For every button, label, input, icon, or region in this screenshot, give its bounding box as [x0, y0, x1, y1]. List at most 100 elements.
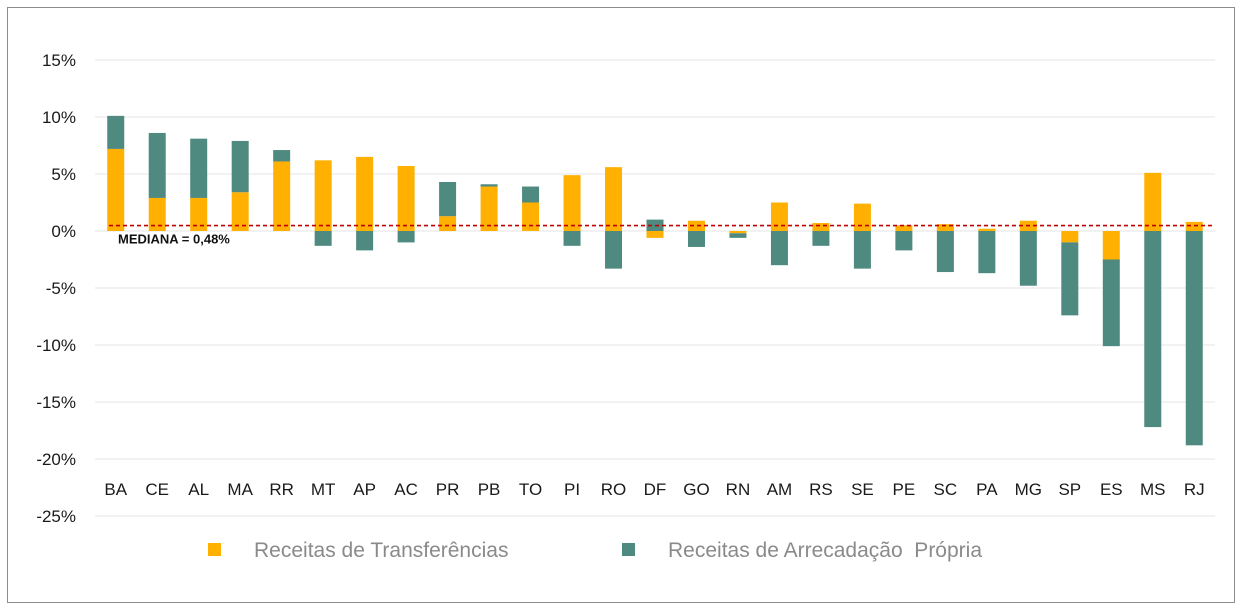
- bar-rs-series-2: [812, 231, 830, 246]
- bar-rj-series-2: [1185, 231, 1203, 446]
- y-axis: -25% -20% -15% -10% -5% 0% 5% 10% 15%: [36, 51, 76, 526]
- bar-ce-series-2: [148, 132, 166, 198]
- bar-es-series-1: [1102, 231, 1120, 260]
- x-tick-label: RR: [269, 480, 294, 499]
- bar-pi-series-2: [563, 231, 581, 246]
- bar-ro-series-1: [605, 167, 623, 231]
- bar-sp-series-1: [1061, 231, 1079, 243]
- x-tick-label: SC: [934, 480, 958, 499]
- x-tick-label: SE: [851, 480, 874, 499]
- x-tick-label: TO: [519, 480, 542, 499]
- bar-ap-series-1: [356, 156, 374, 231]
- bar-rr-series-1: [273, 161, 291, 231]
- x-tick-label: SP: [1058, 480, 1081, 499]
- bar-pi-series-1: [563, 175, 581, 231]
- legend-label-series-1: Receitas de Transferências: [254, 539, 508, 562]
- x-tick-label: AP: [353, 480, 376, 499]
- bar-pb-series-1: [480, 186, 498, 231]
- bar-pa-series-2: [978, 231, 996, 274]
- bar-ma-series-2: [231, 140, 249, 193]
- bar-al-series-2: [190, 138, 208, 198]
- y-tick-label: 5%: [51, 165, 76, 184]
- x-tick-label: RO: [601, 480, 627, 499]
- x-tick-label: RN: [726, 480, 751, 499]
- median-group: MEDIANA = 0,48%: [109, 224, 1215, 247]
- bar-se-series-1: [853, 203, 871, 231]
- legend: Receitas de Transferências Receitas de Ar…: [208, 539, 982, 562]
- bar-rr-series-2: [273, 150, 291, 162]
- bar-sc-series-1: [936, 224, 954, 231]
- bar-rn-series-1: [729, 231, 747, 234]
- bar-ro-series-2: [605, 231, 623, 269]
- bar-sp-series-2: [1061, 242, 1079, 316]
- x-tick-label: MA: [227, 480, 253, 499]
- bar-pb-series-2: [480, 184, 498, 187]
- bar-ma-series-1: [231, 192, 249, 231]
- bar-ms-series-2: [1144, 231, 1162, 428]
- bar-ap-series-2: [356, 231, 374, 251]
- bar-mt-series-2: [314, 231, 332, 246]
- y-tick-label: -20%: [36, 450, 76, 469]
- bar-rj-series-1: [1185, 221, 1203, 231]
- y-tick-label: 0%: [51, 222, 76, 241]
- bar-go-series-1: [687, 220, 705, 231]
- bar-ac-series-2: [397, 231, 415, 243]
- bars: [107, 115, 1203, 446]
- bar-ac-series-1: [397, 166, 415, 231]
- median-label: MEDIANA = 0,48%: [118, 232, 230, 247]
- bar-se-series-2: [853, 231, 871, 269]
- x-tick-label: PE: [893, 480, 916, 499]
- y-tick-label: -15%: [36, 393, 76, 412]
- legend-label-series-2: Receitas de Arrecadação Própria: [668, 539, 982, 562]
- x-tick-label: MT: [311, 480, 336, 499]
- x-tick-label: GO: [683, 480, 709, 499]
- bar-rs-series-1: [812, 223, 830, 231]
- x-tick-label: AL: [188, 480, 209, 499]
- y-tick-label: -25%: [36, 507, 76, 526]
- x-tick-label: ES: [1100, 480, 1123, 499]
- x-tick-label: AM: [767, 480, 793, 499]
- bar-to-series-2: [522, 186, 540, 203]
- bar-ba-series-1: [107, 148, 125, 231]
- bar-am-series-2: [770, 231, 788, 266]
- bar-mt-series-1: [314, 160, 332, 231]
- x-tick-label: BA: [104, 480, 127, 499]
- bar-df-series-1: [646, 231, 664, 238]
- x-tick-label: DF: [644, 480, 667, 499]
- x-tick-label: MG: [1015, 480, 1042, 499]
- x-tick-label: AC: [394, 480, 418, 499]
- bar-am-series-1: [770, 202, 788, 231]
- x-tick-label: RS: [809, 480, 833, 499]
- bar-pe-series-1: [895, 225, 913, 231]
- x-tick-label: MS: [1140, 480, 1166, 499]
- bar-mg-series-2: [1019, 231, 1037, 286]
- legend-swatch-series-1: [208, 543, 221, 556]
- x-tick-label: RJ: [1184, 480, 1205, 499]
- bar-al-series-1: [190, 197, 208, 231]
- gridlines: [95, 59, 1215, 517]
- y-tick-label: 10%: [42, 108, 76, 127]
- x-tick-label: PA: [976, 480, 998, 499]
- chart-frame: [7, 7, 1235, 603]
- y-tick-label: 15%: [42, 51, 76, 70]
- bar-pa-series-1: [978, 228, 996, 231]
- bar-sc-series-2: [936, 231, 954, 273]
- x-axis: BA CE AL MA RR MT AP AC PR PB TO PI RO DF GO RN AM RS SE PE…: [104, 480, 1204, 499]
- x-tick-label: PB: [478, 480, 501, 499]
- y-tick-label: -5%: [46, 279, 76, 298]
- bar-ms-series-1: [1144, 172, 1162, 231]
- bar-ce-series-1: [148, 197, 166, 231]
- x-tick-label: PI: [564, 480, 580, 499]
- y-tick-label: -10%: [36, 336, 76, 355]
- legend-swatch-series-2: [622, 543, 635, 556]
- bar-to-series-1: [522, 202, 540, 231]
- bar-ba-series-2: [107, 115, 125, 149]
- bar-pr-series-2: [439, 181, 457, 217]
- bar-es-series-2: [1102, 259, 1120, 347]
- bar-rn-series-2: [729, 233, 747, 238]
- bar-pe-series-2: [895, 231, 913, 251]
- x-tick-label: CE: [145, 480, 169, 499]
- bar-pr-series-1: [439, 216, 457, 231]
- x-tick-label: PR: [436, 480, 460, 499]
